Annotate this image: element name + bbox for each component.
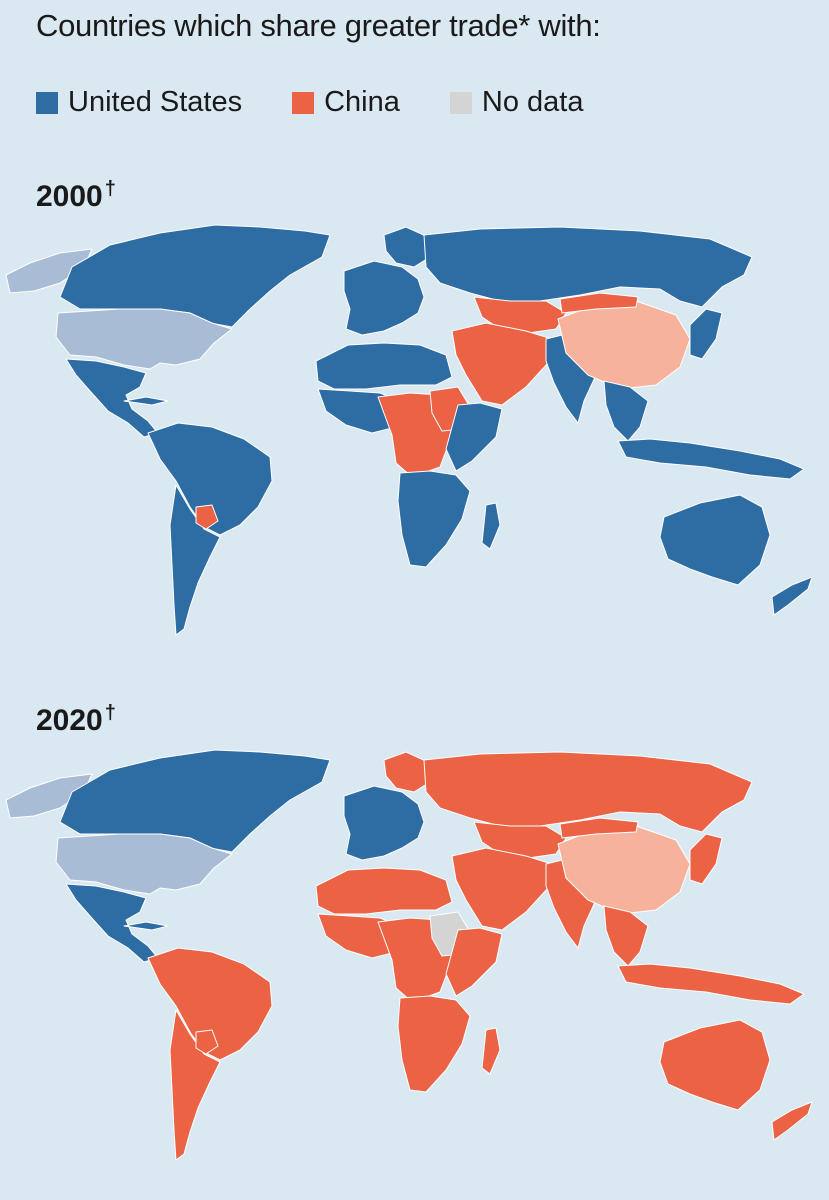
map-2020-dagger: †	[104, 702, 116, 724]
world-map-2000	[5, 224, 813, 636]
region-mongolia	[559, 292, 639, 314]
region-south-america-south	[169, 484, 221, 636]
region-middle-east	[451, 322, 553, 406]
legend: United States China No data	[36, 86, 633, 119]
region-russia	[423, 226, 753, 308]
region-madagascar	[481, 1027, 501, 1075]
region-middle-east	[451, 847, 553, 931]
region-usa	[55, 833, 233, 895]
region-south-america-south	[169, 1009, 221, 1161]
region-southeast-asia	[603, 380, 649, 442]
world-map-2020	[5, 749, 813, 1161]
region-europe	[343, 260, 425, 336]
region-north-africa	[315, 867, 453, 915]
map-2020-year: 2020	[36, 704, 103, 737]
map-2000-year: 2000	[36, 180, 103, 213]
region-mexico-ca	[65, 358, 169, 438]
legend-label-united-states: United States	[68, 86, 243, 118]
region-usa	[55, 308, 233, 370]
region-indonesia	[617, 438, 805, 480]
region-east-africa	[445, 927, 503, 997]
legend-item-china: China	[292, 86, 400, 119]
legend-swatch-china	[292, 91, 315, 114]
region-southeast-asia	[603, 905, 649, 967]
map-2020-label: 2020 †	[36, 702, 116, 738]
region-scandinavia	[383, 751, 431, 793]
region-paraguay	[195, 504, 219, 530]
region-australia	[659, 1019, 771, 1111]
map-2000-dagger: †	[104, 178, 116, 200]
region-new-zealand	[771, 1101, 813, 1141]
region-southern-africa	[397, 470, 471, 568]
legend-label-china: China	[324, 86, 400, 118]
legend-swatch-no-data	[449, 91, 472, 114]
region-paraguay	[195, 1029, 219, 1055]
region-central-asia	[473, 296, 567, 334]
legend-swatch-united-states	[36, 91, 58, 114]
map-2000-label: 2000 †	[36, 178, 116, 214]
region-indonesia	[617, 963, 805, 1005]
region-scandinavia	[383, 226, 431, 268]
region-south-america-north	[147, 947, 273, 1061]
chart-title: Countries which share greater trade* wit…	[36, 8, 601, 43]
region-south-america-north	[147, 422, 273, 536]
region-russia	[423, 751, 753, 833]
region-central-asia	[473, 821, 567, 859]
region-mongolia	[559, 817, 639, 839]
legend-item-no-data: No data	[449, 86, 584, 119]
region-east-africa	[445, 402, 503, 472]
legend-label-no-data: No data	[481, 86, 584, 118]
region-europe	[343, 785, 425, 861]
region-australia	[659, 494, 771, 586]
region-madagascar	[481, 502, 501, 550]
region-japan-korea	[689, 308, 723, 360]
region-southern-africa	[397, 995, 471, 1093]
legend-item-united-states: United States	[36, 86, 242, 119]
region-north-africa	[315, 342, 453, 390]
region-mexico-ca	[65, 883, 169, 963]
region-japan-korea	[689, 833, 723, 885]
region-new-zealand	[771, 576, 813, 616]
